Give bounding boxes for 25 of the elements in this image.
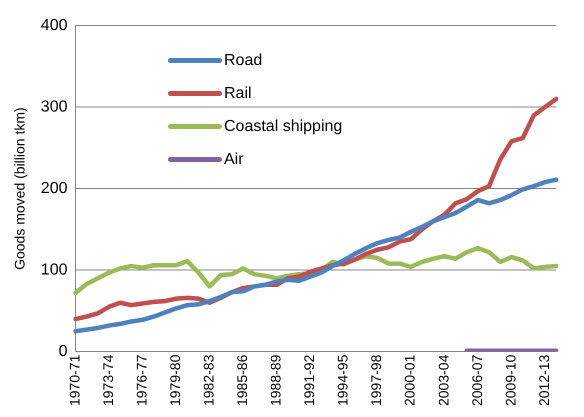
x-tick-label: 2000-01 bbox=[402, 354, 418, 406]
x-tick-label: 1985-86 bbox=[234, 354, 250, 406]
y-tick-label: 300 bbox=[40, 98, 68, 116]
legend-label: Road bbox=[224, 52, 262, 70]
legend-label: Air bbox=[224, 150, 244, 168]
y-tick-label: 400 bbox=[40, 17, 68, 34]
y-axis-title: Goods moved (billion tkm) bbox=[11, 107, 28, 270]
x-tick-label: 1976-77 bbox=[133, 354, 150, 406]
x-tick-label: 1979-80 bbox=[166, 354, 183, 406]
x-tick-label: 1970-71 bbox=[66, 354, 82, 406]
x-tick-label: 2006-07 bbox=[468, 354, 485, 406]
x-tick-label: 1973-74 bbox=[100, 354, 116, 406]
x-tick-label: 1994-95 bbox=[334, 354, 351, 406]
x-tick-label: 1982-83 bbox=[200, 354, 217, 406]
x-tick-label: 2003-04 bbox=[435, 354, 452, 406]
x-tick-label: 1991-92 bbox=[301, 354, 318, 406]
x-tick-label: 1997-98 bbox=[368, 354, 384, 406]
x-tick-label: 2012-13 bbox=[536, 354, 552, 406]
y-tick-label: 200 bbox=[40, 180, 68, 198]
legend-label: Rail bbox=[224, 84, 252, 102]
y-tick-label: 100 bbox=[40, 262, 68, 279]
x-tick-label: 1988-89 bbox=[268, 354, 284, 406]
x-tick-label: 2009-10 bbox=[502, 354, 518, 406]
y-tick-label: 0 bbox=[58, 343, 68, 360]
legend-label: Coastal shipping bbox=[224, 118, 342, 136]
